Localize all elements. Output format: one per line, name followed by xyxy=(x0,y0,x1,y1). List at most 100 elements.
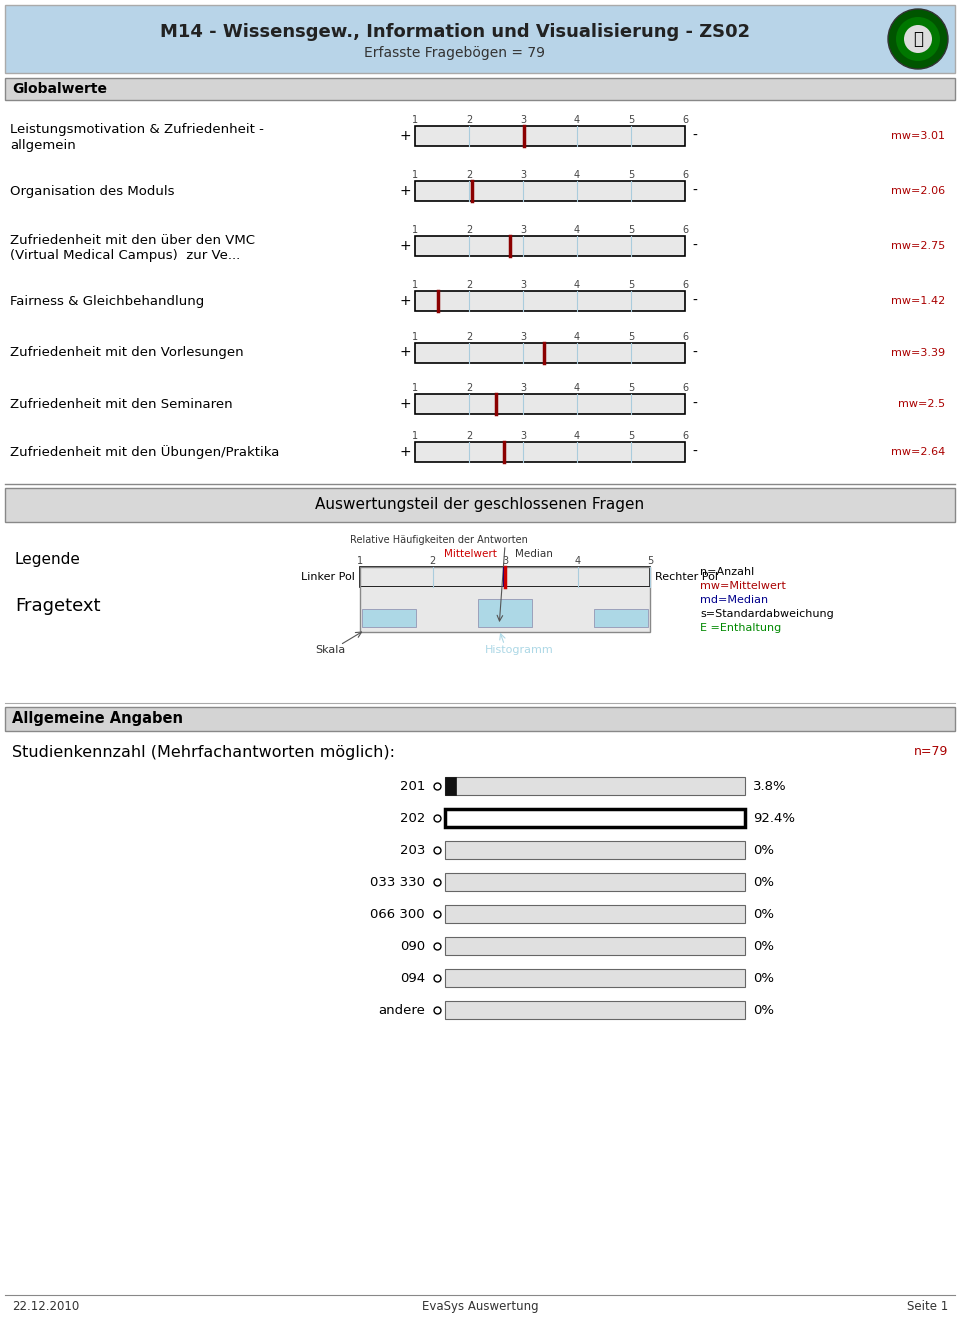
Bar xyxy=(445,777,745,795)
Text: 1: 1 xyxy=(357,556,363,566)
Bar xyxy=(415,443,685,462)
Text: +: + xyxy=(399,396,411,411)
Text: andere: andere xyxy=(378,1004,425,1017)
Text: 1: 1 xyxy=(412,281,418,290)
Text: Zufriedenheit mit den Vorlesungen: Zufriedenheit mit den Vorlesungen xyxy=(10,346,244,360)
Text: 2: 2 xyxy=(466,332,472,341)
Text: EvaSys Auswertung: EvaSys Auswertung xyxy=(421,1300,539,1313)
Text: 5: 5 xyxy=(628,115,635,125)
Text: Allgemeine Angaben: Allgemeine Angaben xyxy=(12,711,183,727)
Text: -: - xyxy=(692,238,697,253)
Bar xyxy=(5,489,955,522)
Text: Fairness & Gleichbehandlung: Fairness & Gleichbehandlung xyxy=(10,295,204,307)
Text: allgemein: allgemein xyxy=(10,138,76,151)
Bar xyxy=(445,936,745,955)
Text: Zufriedenheit mit den Übungen/Praktika: Zufriedenheit mit den Übungen/Praktika xyxy=(10,445,279,460)
Text: 3.8%: 3.8% xyxy=(753,780,786,793)
Text: Mittelwert: Mittelwert xyxy=(444,549,496,558)
Text: 5: 5 xyxy=(628,225,635,234)
Bar xyxy=(445,1001,745,1019)
Text: s=Standardabweichung: s=Standardabweichung xyxy=(700,608,833,619)
Text: 3: 3 xyxy=(520,225,526,234)
Text: 3: 3 xyxy=(520,332,526,341)
Text: mw=2.75: mw=2.75 xyxy=(891,241,945,252)
Text: 090: 090 xyxy=(400,939,425,952)
Text: 094: 094 xyxy=(400,972,425,985)
Bar xyxy=(445,809,745,827)
Text: Zufriedenheit mit den Seminaren: Zufriedenheit mit den Seminaren xyxy=(10,398,232,411)
Circle shape xyxy=(904,25,932,53)
Bar xyxy=(503,568,507,587)
Text: 4: 4 xyxy=(574,556,581,566)
Text: 1: 1 xyxy=(412,115,418,125)
Text: 5: 5 xyxy=(628,431,635,441)
Text: +: + xyxy=(399,129,411,144)
Text: (Virtual Medical Campus)  zur Ve...: (Virtual Medical Campus) zur Ve... xyxy=(10,249,240,262)
Text: 🌐: 🌐 xyxy=(913,30,923,47)
Text: mw=2.64: mw=2.64 xyxy=(891,446,945,457)
Text: +: + xyxy=(399,294,411,308)
Text: Studienkennzahl (Mehrfachantworten möglich):: Studienkennzahl (Mehrfachantworten mögli… xyxy=(12,745,395,760)
Bar xyxy=(415,180,685,202)
Text: 6: 6 xyxy=(682,332,688,341)
Text: Auswertungsteil der geschlossenen Fragen: Auswertungsteil der geschlossenen Fragen xyxy=(316,498,644,512)
Text: 4: 4 xyxy=(574,431,580,441)
Text: 4: 4 xyxy=(574,170,580,180)
Text: Fragetext: Fragetext xyxy=(15,597,101,615)
Text: 4: 4 xyxy=(574,383,580,392)
Text: -: - xyxy=(692,445,697,460)
Bar xyxy=(445,873,745,892)
Circle shape xyxy=(896,17,940,61)
Bar xyxy=(360,587,650,632)
Text: +: + xyxy=(399,238,411,253)
Bar xyxy=(478,599,532,627)
Text: 0%: 0% xyxy=(753,907,774,921)
Text: 3: 3 xyxy=(520,115,526,125)
Bar xyxy=(360,568,650,632)
Bar xyxy=(594,608,648,627)
Text: 4: 4 xyxy=(574,225,580,234)
Text: Linker Pol: Linker Pol xyxy=(301,572,355,582)
Text: 3: 3 xyxy=(520,431,526,441)
Text: mw=2.5: mw=2.5 xyxy=(898,399,945,410)
Bar xyxy=(415,236,685,255)
Text: 2: 2 xyxy=(466,281,472,290)
Text: Median: Median xyxy=(516,549,553,558)
Text: 3: 3 xyxy=(520,170,526,180)
Text: 2: 2 xyxy=(466,115,472,125)
Text: Zufriedenheit mit den über den VMC: Zufriedenheit mit den über den VMC xyxy=(10,233,255,246)
Bar xyxy=(362,608,416,627)
Text: 3: 3 xyxy=(520,281,526,290)
Text: 2: 2 xyxy=(466,431,472,441)
Text: 1: 1 xyxy=(412,225,418,234)
Text: 6: 6 xyxy=(682,115,688,125)
Text: 6: 6 xyxy=(682,431,688,441)
Text: 22.12.2010: 22.12.2010 xyxy=(12,1300,80,1313)
Text: mw=1.42: mw=1.42 xyxy=(891,296,945,306)
Text: 3: 3 xyxy=(502,556,508,566)
Text: -: - xyxy=(692,184,697,198)
Text: 5: 5 xyxy=(628,170,635,180)
Text: 5: 5 xyxy=(628,332,635,341)
Bar xyxy=(445,969,745,986)
Bar xyxy=(415,126,685,146)
Text: 2: 2 xyxy=(429,556,436,566)
Text: 92.4%: 92.4% xyxy=(753,811,795,824)
Text: 4: 4 xyxy=(574,332,580,341)
Text: mw=2.06: mw=2.06 xyxy=(891,186,945,196)
Text: 2: 2 xyxy=(466,383,472,392)
Text: -: - xyxy=(692,345,697,360)
Text: n=Anzahl: n=Anzahl xyxy=(700,568,755,577)
Bar xyxy=(360,568,650,587)
Text: mw=3.39: mw=3.39 xyxy=(891,348,945,357)
Text: mw=Mittelwert: mw=Mittelwert xyxy=(700,581,786,591)
Text: 5: 5 xyxy=(628,383,635,392)
Text: 033 330: 033 330 xyxy=(370,876,425,889)
Bar xyxy=(415,342,685,362)
Text: 3: 3 xyxy=(520,383,526,392)
Text: -: - xyxy=(692,129,697,144)
Text: +: + xyxy=(399,445,411,460)
Text: -: - xyxy=(692,396,697,411)
Text: Erfasste Fragebögen = 79: Erfasste Fragebögen = 79 xyxy=(365,46,545,61)
Text: 066 300: 066 300 xyxy=(371,907,425,921)
